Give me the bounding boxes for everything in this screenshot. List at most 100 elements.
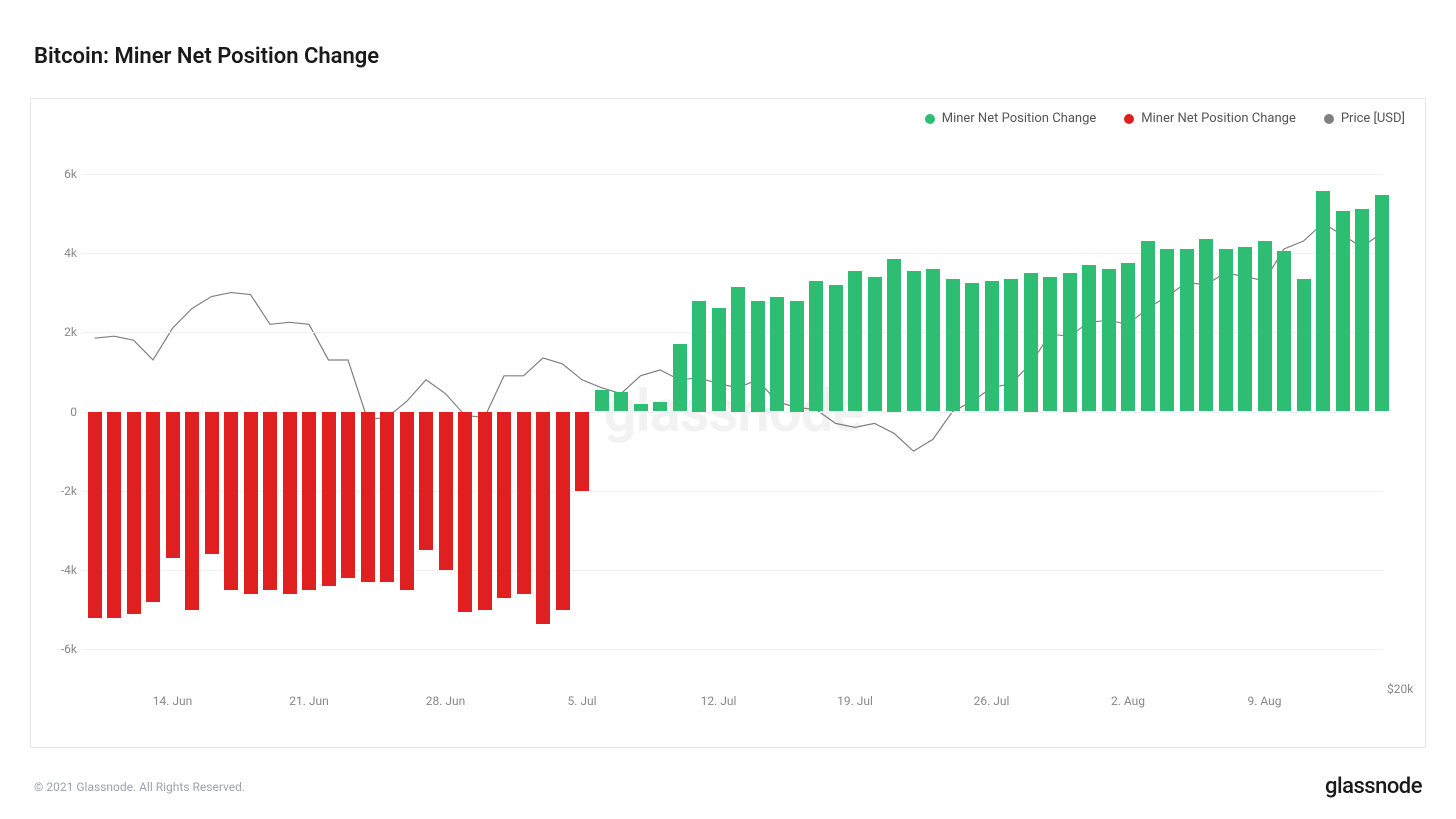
y-axis-tick: 6k [41, 167, 77, 181]
x-axis-tick: 14. Jun [153, 694, 193, 708]
y-axis-tick: -6k [41, 642, 77, 656]
bar [673, 344, 687, 411]
x-axis-tick: 28. Jun [426, 694, 466, 708]
bar [302, 412, 316, 590]
bar [166, 412, 180, 559]
legend-item-negative: Miner Net Position Change [1124, 111, 1296, 126]
x-axis-tick: 5. Jul [567, 694, 596, 708]
chart-title: Bitcoin: Miner Net Position Change [34, 44, 379, 69]
legend-item-positive: Miner Net Position Change [925, 111, 1097, 126]
bar [361, 412, 375, 582]
bar [146, 412, 160, 602]
gridline [83, 491, 1383, 492]
bar [380, 412, 394, 582]
bar [1004, 279, 1018, 412]
bar [614, 392, 628, 412]
copyright-text: © 2021 Glassnode. All Rights Reserved. [34, 780, 245, 794]
brand-logo: glassnode [1325, 774, 1422, 799]
bar [1180, 249, 1194, 412]
bar [1336, 211, 1350, 411]
footer: © 2021 Glassnode. All Rights Reserved. g… [34, 774, 1422, 799]
x-axis-tick: 2. Aug [1111, 694, 1145, 708]
bar [829, 285, 843, 412]
y2-axis-tick: $20k [1387, 682, 1431, 696]
bar [497, 412, 511, 598]
bar [868, 277, 882, 412]
y-axis-tick: 4k [41, 246, 77, 260]
bar [1375, 195, 1389, 411]
bar [848, 271, 862, 412]
bar [283, 412, 297, 594]
legend-dot-negative [1124, 114, 1134, 124]
x-axis-tick: 21. Jun [289, 694, 329, 708]
legend-dot-positive [925, 114, 935, 124]
bar [692, 301, 706, 412]
legend-label-positive: Miner Net Position Change [942, 111, 1097, 126]
bar [107, 412, 121, 618]
y-axis-tick: -2k [41, 484, 77, 498]
bar [322, 412, 336, 586]
x-axis-tick: 9. Aug [1247, 694, 1281, 708]
bar [244, 412, 258, 594]
bar [575, 412, 589, 491]
x-axis-tick: 26. Jul [974, 694, 1010, 708]
bar [790, 301, 804, 412]
bar [536, 412, 550, 624]
legend-label-negative: Miner Net Position Change [1141, 111, 1296, 126]
plot-area: glassnode 6k4k2k0-2k-4k-6k$20k14. Jun21.… [83, 134, 1383, 689]
legend-dot-price [1324, 114, 1334, 124]
y-axis-tick: -4k [41, 563, 77, 577]
bar [1238, 247, 1252, 412]
bar [731, 287, 745, 412]
bar [1043, 277, 1057, 412]
gridline [83, 174, 1383, 175]
bar [595, 390, 609, 412]
bar [1199, 239, 1213, 411]
bar [419, 412, 433, 551]
bar [1121, 263, 1135, 412]
chart-frame: Miner Net Position Change Miner Net Posi… [30, 98, 1426, 748]
bar [263, 412, 277, 590]
bar [88, 412, 102, 618]
gridline [83, 570, 1383, 571]
bar [1277, 251, 1291, 412]
bar [946, 279, 960, 412]
bar [1219, 249, 1233, 412]
legend: Miner Net Position Change Miner Net Posi… [925, 111, 1405, 126]
x-axis-tick: 19. Jul [837, 694, 873, 708]
bar [1024, 273, 1038, 412]
legend-item-price: Price [USD] [1324, 111, 1405, 126]
bar [985, 281, 999, 412]
bar [341, 412, 355, 579]
gridline [83, 649, 1383, 650]
bar [907, 271, 921, 412]
bar [634, 404, 648, 412]
bar [653, 402, 667, 412]
bar [1160, 249, 1174, 412]
bar [1258, 241, 1272, 411]
bar [770, 297, 784, 412]
bar [887, 259, 901, 412]
bar [458, 412, 472, 612]
bar [205, 412, 219, 555]
bar [127, 412, 141, 614]
bar [1082, 265, 1096, 412]
bar [439, 412, 453, 571]
bar [185, 412, 199, 610]
bar [965, 283, 979, 412]
bar [224, 412, 238, 590]
bar [478, 412, 492, 610]
bar [1063, 273, 1077, 412]
bar [517, 412, 531, 594]
x-axis-tick: 12. Jul [701, 694, 737, 708]
bar [1355, 209, 1369, 411]
bar [1297, 279, 1311, 412]
bar [1102, 269, 1116, 412]
bar [556, 412, 570, 610]
y-axis-tick: 0 [41, 405, 77, 419]
gridline [83, 412, 1383, 413]
legend-label-price: Price [USD] [1341, 111, 1405, 126]
bar [400, 412, 414, 590]
bar [712, 308, 726, 411]
bar [1316, 191, 1330, 411]
